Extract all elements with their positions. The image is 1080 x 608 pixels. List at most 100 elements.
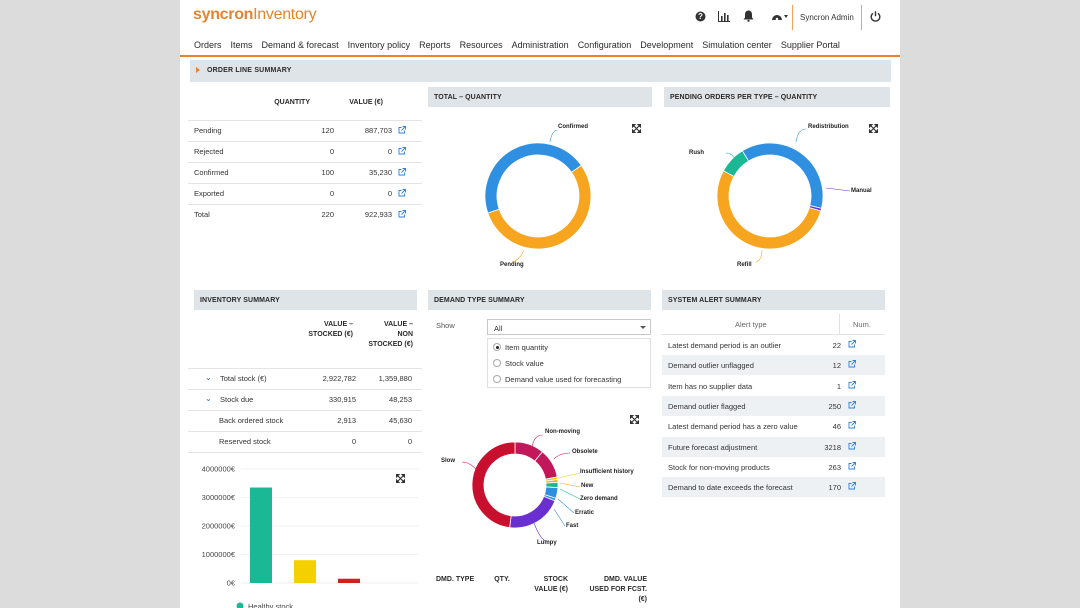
nav-items[interactable]: Items — [230, 40, 253, 50]
external-link-icon[interactable] — [848, 340, 856, 348]
radio-item-quantity[interactable] — [493, 343, 501, 351]
nav-demand-forecast[interactable]: Demand & forecast — [261, 40, 339, 50]
nav-inventory-policy[interactable]: Inventory policy — [347, 40, 411, 50]
order-line-summary-bar[interactable]: ORDER LINE SUMMARY — [190, 60, 891, 82]
inventory-row-non-stocked: 48,253 — [389, 395, 412, 404]
nav-configuration[interactable]: Configuration — [577, 40, 632, 50]
bar[interactable] — [294, 560, 316, 583]
legend-marker[interactable] — [236, 602, 244, 608]
external-link-icon[interactable] — [848, 421, 856, 429]
row-divider — [188, 368, 422, 369]
external-link-icon[interactable] — [398, 147, 406, 155]
order-row-label: Exported — [194, 189, 225, 198]
nav-orders[interactable]: Orders — [194, 40, 222, 50]
label-fast: Fast — [566, 523, 579, 529]
option-demand-value[interactable]: Demand value used for forecasting — [505, 375, 622, 384]
expand-total-quantity-icon[interactable] — [632, 124, 641, 133]
expand-demand-type-icon[interactable] — [630, 415, 639, 424]
row-divider — [188, 431, 422, 432]
nav-resources[interactable]: Resources — [459, 40, 503, 50]
col-non-stocked-header: VALUE – NON STOCKED (€) — [368, 321, 413, 348]
inventory-row-label: Stock due — [220, 395, 254, 404]
column-divider — [839, 314, 840, 334]
order-row-label: Rejected — [194, 147, 224, 156]
alert-count: 12 — [832, 361, 841, 371]
alert-count: 170 — [828, 483, 841, 493]
external-link-icon[interactable] — [848, 360, 856, 368]
legend-label[interactable]: Healthy stock — [248, 602, 293, 608]
alert-row[interactable]: Stock for non-moving products 263 — [662, 457, 885, 477]
alert-type: Demand to date exceeds the forecast — [668, 483, 793, 493]
alert-row[interactable]: Demand outlier unflagged 12 — [662, 355, 885, 376]
demand-type-donut — [471, 441, 559, 529]
alert-count: 3218 — [824, 442, 841, 452]
external-link-icon[interactable] — [398, 210, 406, 218]
dashboard-icon[interactable] — [770, 9, 790, 23]
option-stock-value[interactable]: Stock value — [505, 359, 544, 368]
nav-administration[interactable]: Administration — [511, 40, 569, 50]
external-link-icon[interactable] — [398, 189, 406, 197]
bar[interactable] — [338, 578, 360, 583]
col-num-header: Num. — [853, 320, 871, 329]
alert-count: 263 — [828, 462, 841, 472]
label-lumpy: Lumpy — [537, 540, 557, 546]
slow-slice[interactable] — [471, 441, 516, 529]
expand-inventory-chart-icon[interactable] — [396, 474, 405, 483]
col-alert-type-header: Alert type — [735, 320, 767, 329]
order-row-qty: 120 — [321, 126, 334, 135]
show-select[interactable]: All — [487, 319, 651, 335]
label-redistribution: Redistribution — [808, 124, 849, 130]
order-row-value: 887,703 — [364, 126, 392, 135]
alert-row[interactable]: Item has no supplier data 1 — [662, 376, 885, 396]
external-link-icon[interactable] — [848, 461, 856, 470]
app-logo[interactable]: syncronInventory — [193, 6, 317, 24]
order-row-qty: 0 — [329, 189, 334, 198]
nav-development[interactable]: Development — [640, 40, 694, 50]
external-link-icon[interactable] — [398, 168, 406, 176]
chart-icon[interactable] — [717, 9, 731, 23]
col-stocked-header: VALUE – STOCKED (€) — [308, 321, 353, 338]
label-zero-demand: Zero demand — [580, 496, 618, 502]
y-tick-label: 4000000€ — [202, 465, 236, 474]
alert-type: Demand outlier flagged — [668, 401, 746, 411]
rush-slice[interactable] — [722, 150, 750, 177]
chevron-down-icon[interactable]: ⌄ — [205, 394, 212, 403]
alert-row[interactable]: Latest demand period has a zero value 46 — [662, 416, 885, 436]
external-link-icon[interactable] — [398, 126, 406, 134]
inventory-row-stocked: 0 — [351, 437, 356, 446]
expand-pending-orders-icon[interactable] — [869, 124, 878, 133]
y-tick-label: 2000000€ — [202, 522, 236, 531]
chevron-down-icon[interactable]: ⌄ — [205, 373, 212, 382]
pending-slice[interactable] — [487, 164, 592, 250]
nav-simulation-center[interactable]: Simulation center — [702, 40, 772, 50]
alert-count: 46 — [832, 422, 841, 432]
alert-row[interactable]: Latest demand period is an outlier 22 — [662, 335, 885, 355]
nav-supplier-portal[interactable]: Supplier Portal — [780, 40, 840, 50]
help-icon[interactable]: ? — [693, 9, 707, 23]
collapse-caret-icon — [196, 67, 200, 73]
alert-row[interactable]: Demand outlier flagged 250 — [662, 395, 885, 416]
external-link-icon[interactable] — [848, 441, 856, 450]
label-refill: Refill — [737, 262, 752, 268]
bar[interactable] — [250, 487, 272, 583]
alert-type: Item has no supplier data — [668, 381, 753, 391]
option-item-quantity[interactable]: Item quantity — [505, 343, 548, 352]
external-link-icon[interactable] — [848, 380, 856, 389]
alert-type: Demand outlier unflagged — [668, 361, 754, 371]
inventory-row-label: Back ordered stock — [219, 416, 284, 425]
show-label: Show — [436, 321, 455, 330]
order-row-value: 0 — [387, 147, 392, 156]
demand-type-header: DEMAND TYPE SUMMARY — [428, 290, 651, 310]
nav-reports[interactable]: Reports — [419, 40, 451, 50]
label-confirmed: Confirmed — [558, 124, 588, 130]
bell-icon[interactable] — [741, 9, 755, 23]
user-menu[interactable]: Syncron Admin — [800, 13, 854, 22]
alert-row[interactable]: Demand to date exceeds the forecast 170 — [662, 477, 885, 498]
power-icon[interactable] — [868, 9, 882, 23]
radio-stock-value[interactable] — [493, 359, 501, 367]
external-link-icon[interactable] — [848, 400, 856, 409]
alert-row[interactable]: Future forecast adjustment 3218 — [662, 436, 885, 457]
radio-demand-value[interactable] — [493, 375, 501, 383]
total-quantity-donut — [484, 142, 592, 250]
external-link-icon[interactable] — [848, 482, 856, 490]
